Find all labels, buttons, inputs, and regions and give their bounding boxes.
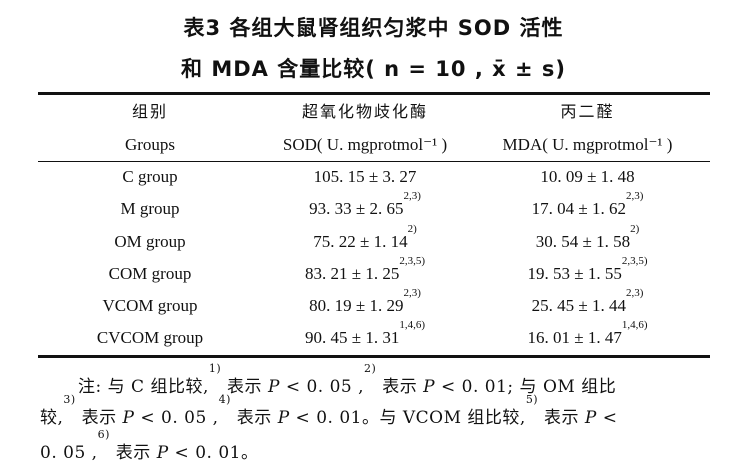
footnote-line2: 较,3) 表示 P < 0. 05 ,4) 表示 P < 0. 01。与 VCO… xyxy=(40,393,618,428)
group-cell: M group xyxy=(120,199,180,218)
table-title-line2: 和 MDA 含量比较( n = 10 , x̄ ± s) xyxy=(181,57,566,81)
sod-cell: 105. 15 ± 3. 27 xyxy=(313,167,417,186)
sod-cell: 83. 21 ± 1. 252,3,5) xyxy=(304,255,425,284)
group-cell: VCOM group xyxy=(102,296,198,315)
mda-cell: 30. 54 ± 1. 582) xyxy=(535,223,640,252)
sod-cell: 75. 22 ± 1. 142) xyxy=(313,223,417,252)
header-en-sod: SOD( U. mgprotmol⁻¹ ) xyxy=(282,135,448,154)
sod-cell: 80. 19 ± 1. 292,3) xyxy=(309,287,421,316)
mda-cell: 10. 09 ± 1. 48 xyxy=(540,167,635,186)
header-rule xyxy=(38,161,710,163)
header-en-group: Groups xyxy=(124,135,176,154)
header-cn-group: 组别 xyxy=(131,102,168,121)
group-cell: C group xyxy=(122,167,178,186)
header-cn-sod: 超氧化物歧化酶 xyxy=(301,102,428,121)
group-cell: CVCOM group xyxy=(96,328,204,347)
mda-cell: 25. 45 ± 1. 442,3) xyxy=(531,287,644,316)
bottom-rule xyxy=(38,355,710,358)
top-rule xyxy=(38,92,710,95)
mda-cell: 19. 53 ± 1. 552,3,5) xyxy=(527,255,648,284)
footnote-line1: 注: 与 C 组比较,1) 表示 P < 0. 05 ,2) 表示 P < 0.… xyxy=(78,362,617,397)
mda-cell: 17. 04 ± 1. 622,3) xyxy=(531,190,644,219)
group-cell: COM group xyxy=(108,264,192,283)
sod-cell: 90. 45 ± 1. 311,4,6) xyxy=(304,319,425,348)
footnote-line3: 0. 05 ,6) 表示 P < 0. 01。 xyxy=(40,428,259,463)
mda-cell: 16. 01 ± 1. 471,4,6) xyxy=(527,319,648,348)
header-cn-mda: 丙二醛 xyxy=(560,102,615,121)
sod-cell: 93. 33 ± 2. 652,3) xyxy=(309,190,421,219)
group-cell: OM group xyxy=(114,232,186,251)
table-title-line1: 表3 各组大鼠肾组织匀浆中 SOD 活性 xyxy=(183,16,564,40)
header-en-mda: MDA( U. mgprotmol⁻¹ ) xyxy=(502,135,673,154)
